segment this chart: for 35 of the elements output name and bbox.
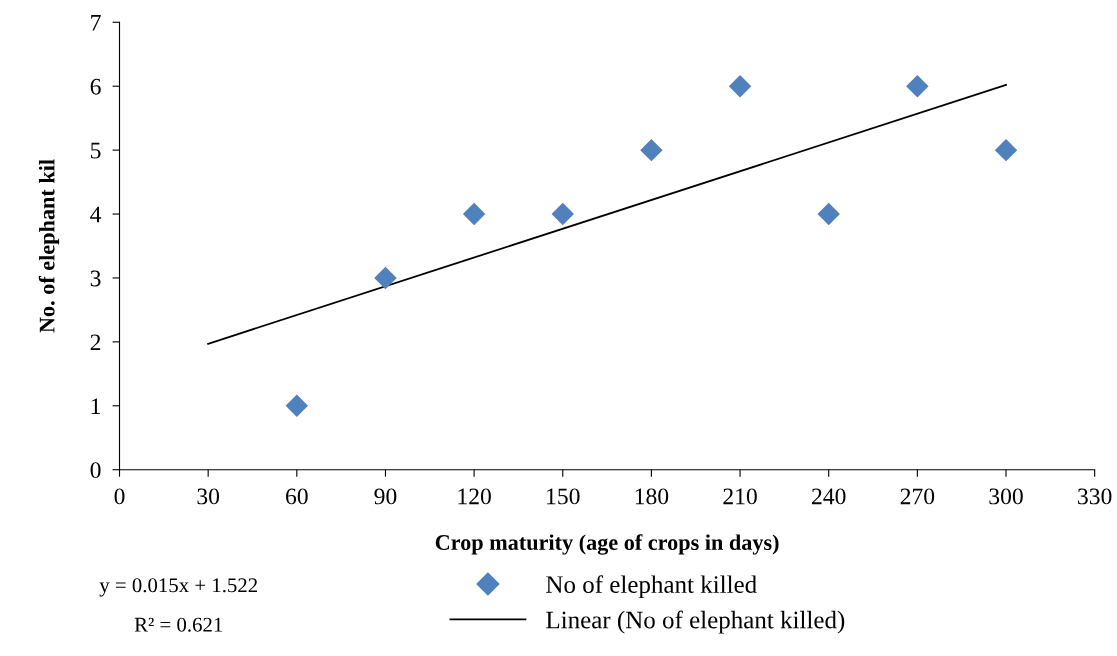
x-tick-label: 150 — [547, 488, 580, 505]
x-axis-title: Crop maturity (age of crops in days) — [435, 534, 779, 555]
y-tick-label: 1 — [91, 398, 101, 414]
x-tick-label: 300 — [989, 488, 1023, 505]
y-tick-label: 5 — [91, 142, 101, 159]
x-tick-label: 210 — [723, 488, 757, 505]
y-axis-title: No. of elephant kil — [38, 159, 60, 333]
x-tick-label: 30 — [197, 488, 220, 505]
x-tick-label: 330 — [1078, 488, 1112, 505]
point — [285, 394, 309, 417]
point — [994, 138, 1018, 162]
point — [906, 75, 929, 98]
x-tick-label: 180 — [635, 488, 669, 505]
point — [551, 202, 574, 226]
x-tick-label: 0 — [114, 488, 125, 505]
legend-label: Linear (No of elephant killed) — [546, 610, 845, 634]
x-tick-label: 90 — [374, 488, 397, 505]
point — [728, 75, 752, 98]
x-tick-label: 60 — [286, 488, 308, 505]
y-tick-label: 6 — [90, 78, 101, 95]
point — [640, 138, 663, 162]
y-tick-label: 4 — [90, 206, 102, 223]
text: R² = 0.621 — [134, 617, 223, 632]
y-tick-label: 3 — [90, 270, 101, 287]
y-tick-label: 0 — [90, 462, 101, 479]
y-tick-label: 2 — [90, 334, 101, 351]
point — [374, 266, 397, 290]
point — [817, 202, 840, 226]
x-tick-label: 240 — [812, 488, 846, 505]
legend-label: No of elephant killed — [546, 575, 757, 599]
x-tick-label: 270 — [900, 488, 935, 505]
y-tick-label: 7 — [91, 15, 101, 31]
x-tick-label: 120 — [458, 488, 491, 505]
text: y = 0.015x + 1.522 — [99, 578, 258, 597]
point — [462, 202, 486, 226]
